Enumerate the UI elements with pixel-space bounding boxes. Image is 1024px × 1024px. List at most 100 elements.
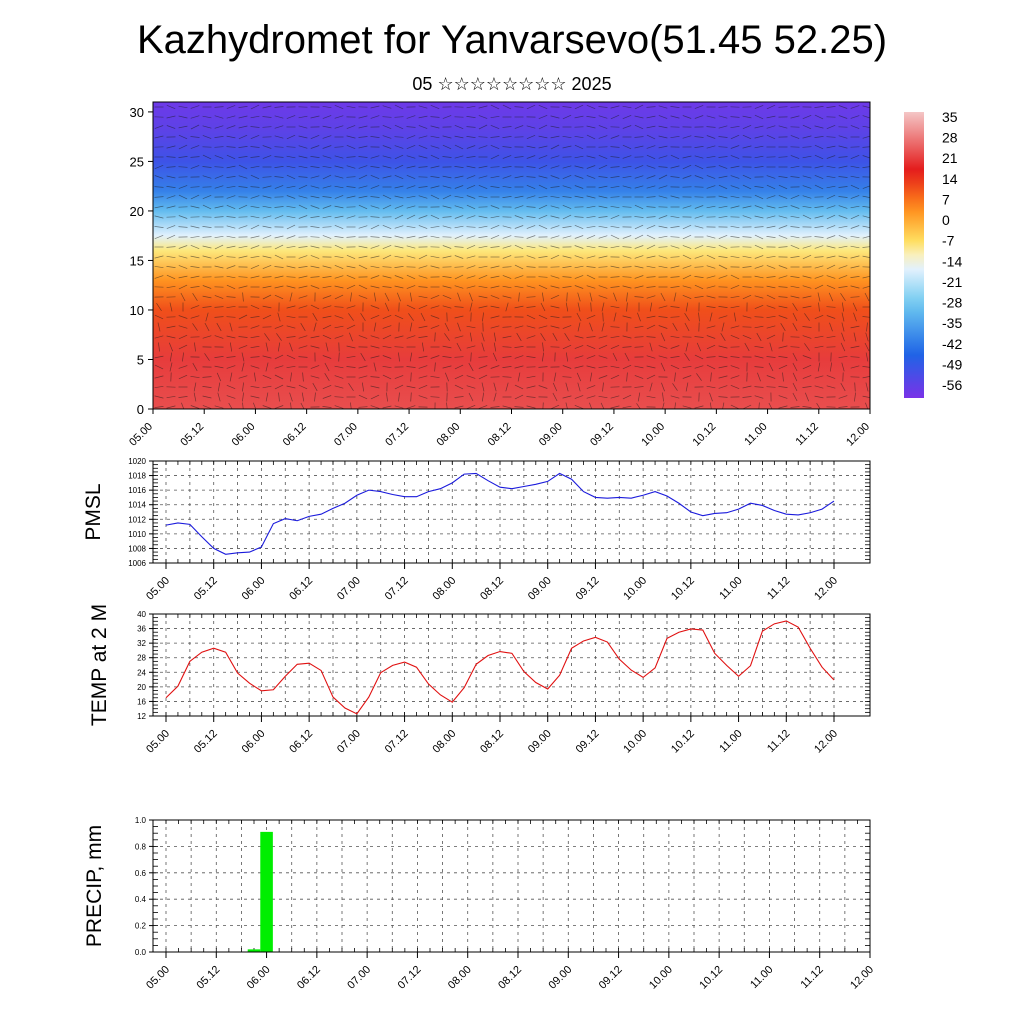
x-tick-label: 06.12 — [287, 575, 315, 603]
wind-barb — [706, 295, 716, 299]
wind-barb — [754, 395, 764, 399]
wind-barb — [190, 105, 200, 109]
wind-barb — [562, 165, 572, 169]
wind-barb — [302, 372, 304, 382]
wind-barb — [841, 312, 845, 322]
wind-barb — [526, 125, 536, 129]
wind-barb — [718, 205, 728, 209]
wind-barb — [514, 384, 524, 390]
wind-barb — [574, 365, 584, 369]
pmsl-line — [165, 472, 835, 555]
wind-barb — [166, 246, 176, 248]
wind-barb — [346, 125, 356, 129]
wind-barb — [250, 186, 260, 188]
wind-barb — [502, 175, 512, 179]
cs-x-tick-label: 09.00 — [537, 421, 565, 449]
wind-barb — [694, 146, 704, 148]
wind-barb — [838, 286, 848, 288]
wind-barb — [478, 405, 488, 409]
wind-barb — [394, 275, 404, 279]
wind-barb — [490, 265, 500, 269]
x-tick-label: 07.00 — [335, 575, 363, 603]
wind-barb — [742, 294, 752, 300]
wind-barb — [850, 285, 860, 289]
wind-barb — [178, 284, 188, 290]
wind-barb — [766, 315, 776, 319]
wind-barb — [526, 396, 536, 398]
wind-barb — [658, 215, 668, 219]
wind-barb — [586, 266, 596, 268]
wind-barb — [706, 356, 716, 358]
wind-barb — [478, 374, 488, 380]
wind-barb — [706, 325, 716, 329]
wind-barb — [673, 292, 677, 302]
wind-barb — [382, 374, 392, 380]
wind-barb — [598, 295, 608, 299]
wind-barb — [226, 165, 236, 169]
wind-barb — [670, 106, 680, 108]
wind-barb — [610, 105, 620, 109]
wind-barb — [298, 246, 308, 248]
x-tick-label: 07.12 — [396, 964, 424, 992]
wind-barb — [442, 365, 452, 369]
wind-barb — [262, 374, 272, 380]
wind-barb — [754, 205, 764, 209]
wind-barb — [454, 274, 464, 280]
wind-barb — [430, 396, 440, 398]
wind-barb — [298, 155, 308, 159]
wind-barb — [754, 325, 764, 329]
wind-barb — [370, 376, 380, 378]
wind-barb — [418, 375, 428, 379]
wind-barb — [865, 352, 869, 362]
page-title: Kazhydromet for Yanvarsevo(51.45 52.25) — [136, 18, 888, 62]
wind-barb — [850, 345, 860, 349]
wind-barb — [646, 206, 656, 208]
wind-barb — [562, 325, 572, 329]
wind-barb — [518, 292, 520, 302]
wind-barb — [154, 364, 164, 370]
wind-barb — [298, 295, 308, 299]
wind-barb — [166, 166, 176, 168]
wind-barb — [634, 265, 644, 269]
wind-barb — [814, 215, 824, 219]
wind-barb — [238, 345, 248, 349]
wind-barb — [778, 246, 788, 248]
wind-barb — [262, 126, 272, 128]
wind-barb — [598, 246, 608, 248]
wind-barb — [814, 154, 824, 160]
wind-barb — [634, 234, 644, 240]
wind-barb — [766, 294, 776, 300]
wind-barb — [166, 405, 176, 409]
wind-barb — [216, 372, 222, 382]
wind-barb — [802, 195, 812, 199]
wind-barb — [250, 365, 260, 369]
wind-barb — [718, 355, 728, 359]
wind-barb — [778, 215, 788, 219]
wind-barb — [682, 224, 692, 230]
wind-barb — [838, 135, 848, 139]
wind-barb — [802, 205, 812, 209]
wind-barb — [598, 115, 608, 119]
wind-barb — [226, 154, 236, 160]
wind-barb — [850, 195, 860, 199]
wind-barb — [192, 362, 198, 372]
wind-barb — [322, 226, 332, 228]
wind-barb — [202, 236, 212, 238]
wind-barb — [312, 382, 318, 392]
wind-barb — [382, 334, 392, 340]
wind-barb — [502, 335, 512, 339]
wind-barb — [514, 285, 524, 289]
wind-barb — [706, 285, 716, 289]
wind-barb — [516, 332, 522, 342]
wind-barb — [298, 115, 308, 119]
wind-barb — [586, 344, 596, 350]
wind-barb — [730, 305, 740, 309]
wind-barb — [250, 316, 260, 318]
wind-barb — [526, 145, 536, 149]
wind-barb — [190, 165, 200, 169]
wind-barb — [466, 215, 476, 219]
wind-barb — [766, 276, 776, 278]
wind-barb — [538, 284, 548, 290]
wind-barb — [694, 336, 704, 338]
